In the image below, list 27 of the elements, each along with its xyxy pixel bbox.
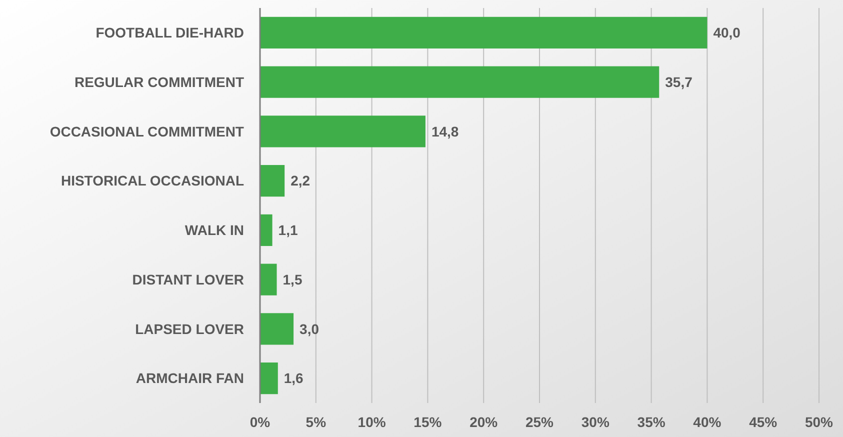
- y-tick-label: REGULAR COMMITMENT: [74, 74, 244, 90]
- y-tick-label: OCCASIONAL COMMITMENT: [50, 123, 244, 140]
- data-label: 3,0: [300, 320, 320, 337]
- y-tick-label: HISTORICAL OCCASIONAL: [60, 172, 244, 189]
- data-label: 35,7: [665, 74, 693, 90]
- y-tick-label: FOOTBALL DIE-HARD: [96, 24, 244, 41]
- x-tick-label: 40%: [693, 414, 722, 430]
- y-tick-label: ARMCHAIR FAN: [136, 370, 244, 386]
- x-tick-label: 45%: [749, 414, 778, 430]
- x-tick-label: 5%: [306, 414, 327, 430]
- x-tick-label: 20%: [470, 414, 498, 430]
- x-tick-label: 25%: [525, 414, 554, 430]
- data-label: 1,5: [282, 271, 302, 288]
- data-label: 1,6: [284, 370, 304, 386]
- data-label: 1,1: [278, 222, 298, 238]
- x-tick-label: 0%: [250, 414, 271, 430]
- x-tick-label: 30%: [581, 414, 610, 430]
- y-tick-label: LAPSED LOVER: [135, 320, 244, 337]
- x-tick-label: 10%: [358, 414, 386, 430]
- data-label: 14,8: [431, 123, 459, 140]
- y-tick-label: DISTANT LOVER: [132, 271, 244, 288]
- data-label: 2,2: [290, 172, 310, 189]
- data-label: 40,0: [713, 24, 741, 41]
- x-tick-label: 15%: [414, 414, 442, 430]
- x-tick-label: 35%: [637, 414, 666, 430]
- y-tick-label: WALK IN: [184, 222, 244, 238]
- x-tick-label: 50%: [804, 414, 834, 430]
